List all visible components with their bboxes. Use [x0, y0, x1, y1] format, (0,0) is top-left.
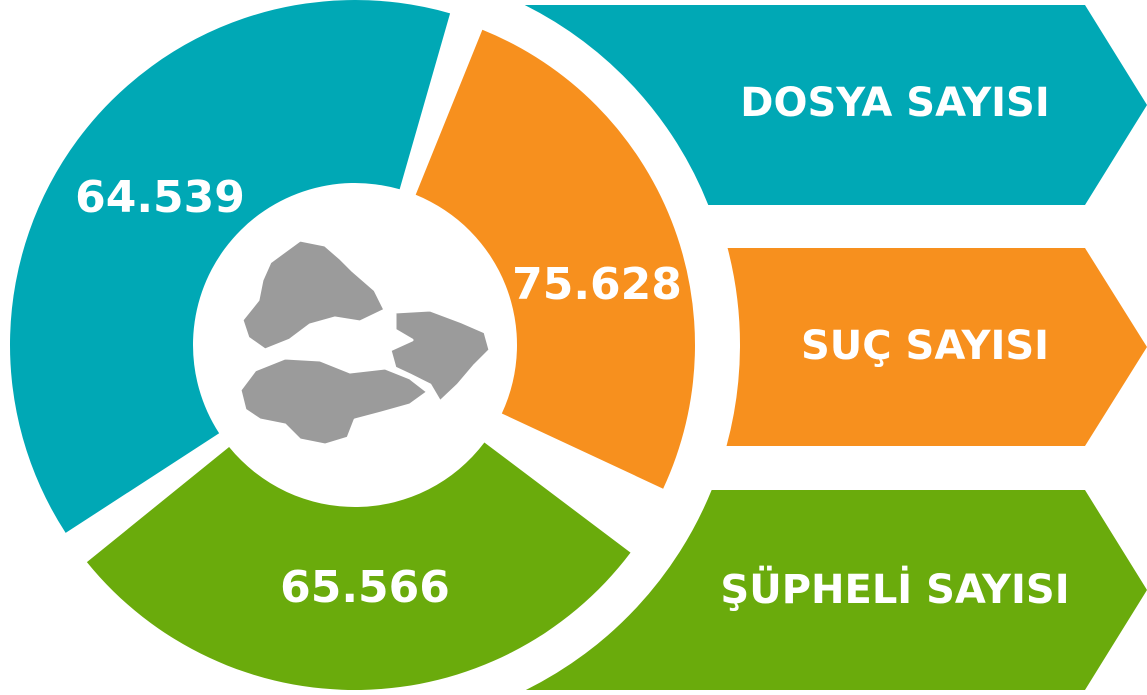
region-map	[238, 238, 492, 447]
label: SUÇ SAYISI	[801, 323, 1049, 369]
value: 65.566	[280, 562, 450, 613]
value: 64.539	[75, 172, 245, 223]
orange-segment	[415, 29, 695, 489]
label: DOSYA SAYISI	[740, 80, 1050, 126]
value: 75.628	[512, 259, 682, 310]
green-arrow	[525, 490, 1147, 690]
green-segment	[86, 442, 631, 690]
teal-arrow	[524, 5, 1147, 205]
orange-arrow	[726, 248, 1147, 446]
teal-segment	[10, 0, 451, 533]
label: ŞÜPHELİ SAYISI	[720, 565, 1069, 613]
